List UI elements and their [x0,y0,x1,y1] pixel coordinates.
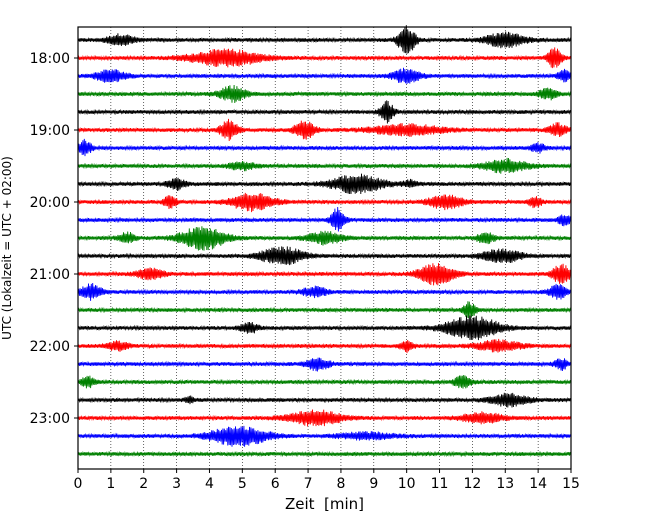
trace-1830 [77,85,572,103]
trace-2200 [77,338,572,354]
x-axis-ticks: 0 1 2 3 4 5 6 7 8 9 10 11 12 13 14 15 [74,469,580,492]
y-tick-label-2000: 20:00 [30,195,70,211]
y-axis-ticks: 18:00 19:00 20:00 21:00 22:00 23:00 [30,51,78,427]
trace-2245 [77,392,572,408]
x-tick-label-7: 7 [304,476,313,492]
trace-1945 [77,173,572,195]
trace-1900 [77,118,572,141]
trace-2045 [77,246,572,266]
x-tick-label-14: 14 [529,476,547,492]
trace-1930 [77,157,572,174]
trace-2030 [77,226,572,251]
trace-2230 [77,375,572,389]
x-tick-label-11: 11 [431,476,449,492]
x-tick-label-15: 15 [562,476,580,492]
trace-2300 [77,409,572,427]
trace-2215 [77,357,572,372]
x-tick-label-13: 13 [496,476,514,492]
x-tick-label-8: 8 [336,476,345,492]
x-axis-label: Zeit [min] [285,495,364,513]
trace-2330 [77,450,572,458]
trace-2015 [77,207,572,232]
x-tick-label-4: 4 [205,476,214,492]
y-tick-label-1900: 19:00 [30,123,70,139]
trace-1800 [77,47,572,69]
trace-1915 [77,138,572,157]
seismic-traces [77,25,572,458]
trace-2145 [77,315,572,341]
trace-2115 [77,283,572,301]
trace-1745 [77,25,572,54]
y-tick-label-2200: 22:00 [30,339,70,355]
y-tick-label-2100: 21:00 [30,267,70,283]
trace-2315 [77,425,572,447]
x-tick-label-6: 6 [271,476,280,492]
x-tick-label-2: 2 [139,476,148,492]
x-tick-label-10: 10 [398,476,416,492]
y-axis-label: UTC (Lokalzeit = UTC + 02:00) [0,156,14,340]
x-tick-label-12: 12 [463,476,481,492]
trace-2000 [77,192,572,213]
y-tick-label-1800: 18:00 [30,51,70,67]
x-tick-label-5: 5 [238,476,247,492]
x-tick-label-1: 1 [106,476,115,492]
x-tick-label-3: 3 [172,476,181,492]
trace-2100 [77,263,572,286]
trace-2130 [77,301,572,319]
trace-1845 [77,100,572,124]
y-tick-label-2300: 23:00 [30,411,70,427]
x-tick-label-0: 0 [74,476,83,492]
x-tick-label-9: 9 [369,476,378,492]
trace-1815 [77,67,572,85]
plot-frame [77,26,572,470]
